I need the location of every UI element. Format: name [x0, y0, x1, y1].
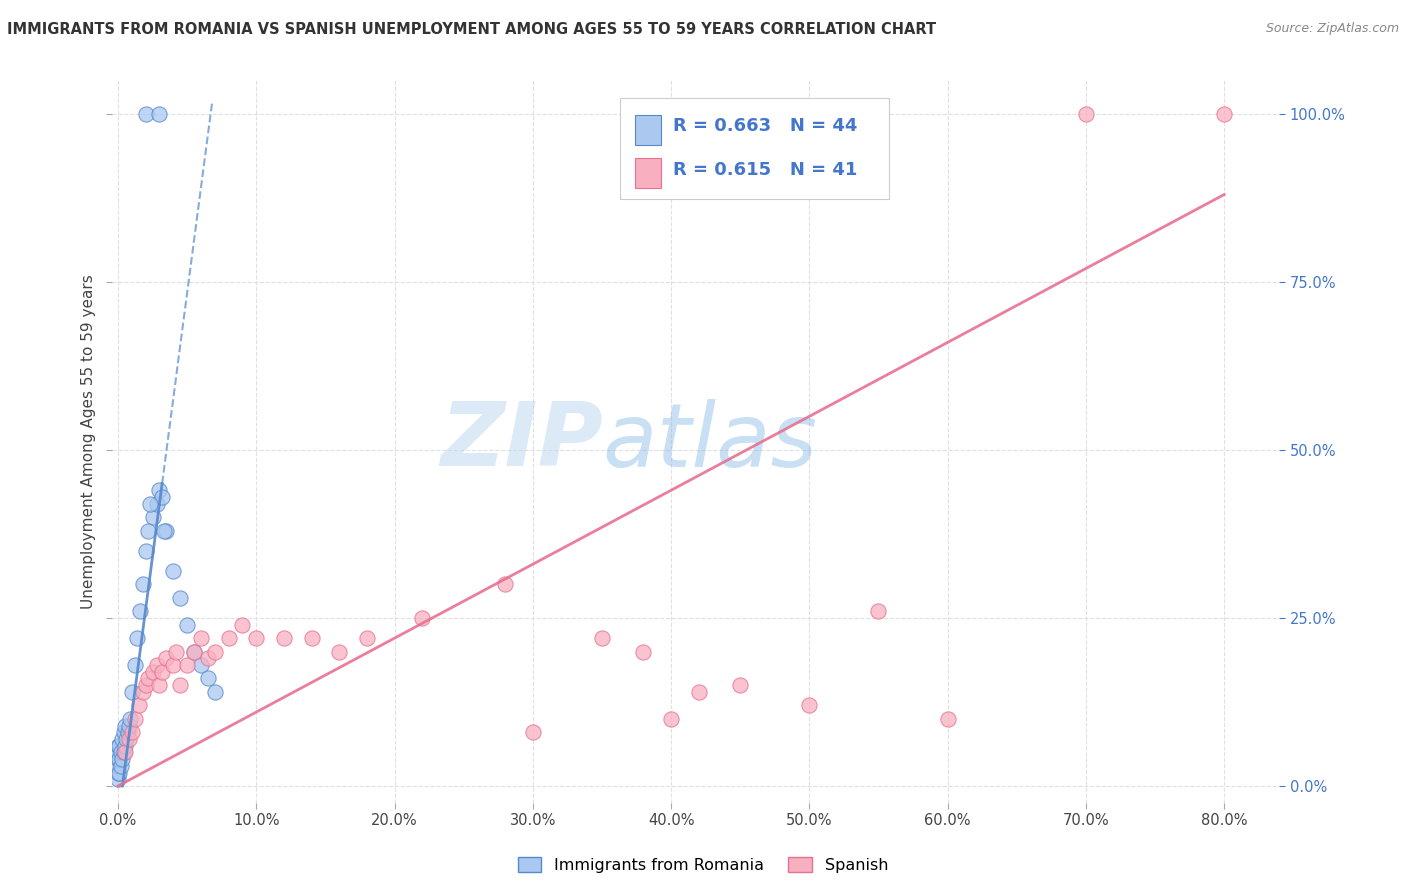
Point	[799, 698, 821, 713]
Point	[273, 631, 295, 645]
Point	[169, 591, 191, 605]
Point	[108, 765, 131, 780]
Point	[142, 510, 165, 524]
Point	[111, 752, 134, 766]
Point	[162, 564, 184, 578]
Point	[218, 631, 240, 645]
Point	[148, 107, 170, 121]
Point	[328, 644, 350, 658]
Point	[145, 497, 167, 511]
Text: ZIP: ZIP	[440, 398, 603, 485]
Point	[107, 739, 129, 753]
Point	[155, 651, 177, 665]
Point	[107, 765, 129, 780]
Point	[204, 644, 226, 658]
Point	[118, 731, 141, 746]
Text: IMMIGRANTS FROM ROMANIA VS SPANISH UNEMPLOYMENT AMONG AGES 55 TO 59 YEARS CORREL: IMMIGRANTS FROM ROMANIA VS SPANISH UNEMP…	[7, 22, 936, 37]
Point	[165, 644, 187, 658]
Point	[121, 725, 143, 739]
Text: atlas: atlas	[603, 399, 817, 484]
Point	[107, 745, 129, 759]
Point	[114, 745, 136, 759]
Point	[494, 577, 516, 591]
Point	[132, 685, 155, 699]
Point	[148, 678, 170, 692]
Point	[121, 685, 143, 699]
Point	[356, 631, 378, 645]
Text: Source: ZipAtlas.com: Source: ZipAtlas.com	[1265, 22, 1399, 36]
Text: R = 0.663   N = 44: R = 0.663 N = 44	[672, 118, 858, 136]
Point	[111, 731, 134, 746]
Text: R = 0.615   N = 41: R = 0.615 N = 41	[672, 161, 858, 178]
Point	[132, 577, 155, 591]
Point	[633, 644, 655, 658]
Point	[162, 658, 184, 673]
Y-axis label: Unemployment Among Ages 55 to 59 years: Unemployment Among Ages 55 to 59 years	[80, 274, 96, 609]
Point	[110, 745, 132, 759]
Point	[176, 658, 198, 673]
Point	[183, 644, 205, 658]
Point	[150, 490, 173, 504]
Point	[145, 658, 167, 673]
FancyBboxPatch shape	[636, 158, 661, 188]
Point	[135, 107, 157, 121]
Point	[124, 658, 146, 673]
Point	[245, 631, 267, 645]
Point	[114, 718, 136, 732]
Point	[152, 524, 174, 538]
Point	[112, 745, 135, 759]
Point	[112, 725, 135, 739]
Point	[728, 678, 751, 692]
FancyBboxPatch shape	[636, 115, 661, 145]
Point	[108, 752, 131, 766]
Point	[659, 712, 682, 726]
Point	[197, 651, 219, 665]
Legend: Immigrants from Romania, Spanish: Immigrants from Romania, Spanish	[512, 851, 894, 880]
Point	[1074, 107, 1097, 121]
Point	[169, 678, 191, 692]
Point	[135, 678, 157, 692]
Point	[115, 731, 138, 746]
Point	[591, 631, 613, 645]
Point	[204, 685, 226, 699]
Point	[128, 698, 150, 713]
Point	[1213, 107, 1236, 121]
Point	[150, 665, 173, 679]
Point	[155, 524, 177, 538]
Point	[936, 712, 959, 726]
Point	[142, 665, 165, 679]
Point	[114, 739, 136, 753]
Point	[139, 497, 162, 511]
Point	[124, 712, 146, 726]
Point	[197, 672, 219, 686]
Point	[868, 604, 890, 618]
Point	[301, 631, 323, 645]
FancyBboxPatch shape	[620, 98, 889, 200]
Point	[138, 524, 160, 538]
Point	[138, 672, 160, 686]
Point	[108, 739, 131, 753]
Point	[107, 759, 129, 773]
Point	[176, 617, 198, 632]
Point	[411, 611, 433, 625]
Point	[107, 752, 129, 766]
Point	[148, 483, 170, 498]
Point	[107, 772, 129, 787]
Point	[127, 631, 149, 645]
Point	[190, 658, 212, 673]
Point	[522, 725, 544, 739]
Point	[117, 725, 139, 739]
Point	[120, 712, 142, 726]
Point	[129, 604, 152, 618]
Point	[135, 543, 157, 558]
Point	[190, 631, 212, 645]
Point	[110, 759, 132, 773]
Point	[688, 685, 710, 699]
Point	[231, 617, 253, 632]
Point	[118, 718, 141, 732]
Point	[183, 644, 205, 658]
